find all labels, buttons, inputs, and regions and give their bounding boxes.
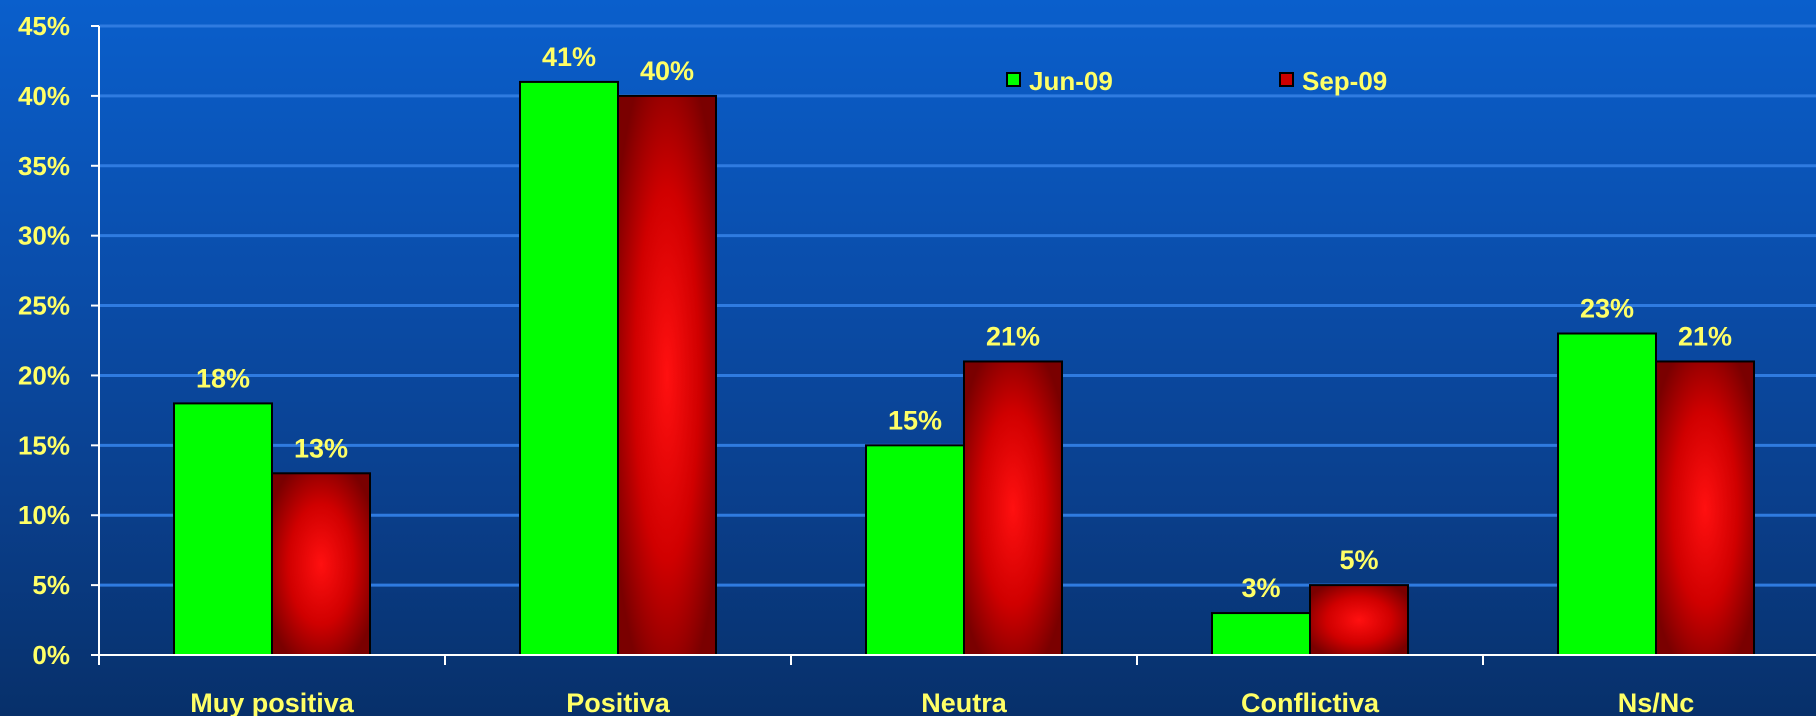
- bar-sep-09-muy-positiva: [271, 472, 371, 656]
- y-tick-label: 5%: [32, 570, 70, 600]
- category-labels: Muy positiva Positiva Neutra Conflictiva Ns/…: [190, 688, 1694, 716]
- y-tick-label: 10%: [18, 500, 70, 530]
- data-label: 18%: [196, 363, 250, 393]
- y-tick-label: 0%: [32, 640, 70, 670]
- gridlines: [99, 24, 1816, 587]
- y-tick-label: 45%: [18, 11, 70, 41]
- bar-jun-09-ns-nc: [1557, 332, 1657, 656]
- data-label: 41%: [542, 42, 596, 72]
- y-tick-label: 35%: [18, 151, 70, 181]
- data-label: 40%: [640, 56, 694, 86]
- data-label: 13%: [294, 433, 348, 463]
- y-tick-label: 25%: [18, 291, 70, 321]
- bar-sep-09-ns-nc: [1655, 360, 1755, 656]
- bar-jun-09-neutra: [865, 444, 965, 657]
- bar-jun-09-conflictiva: [1211, 612, 1311, 656]
- data-label: 21%: [986, 321, 1040, 351]
- legend-label: Sep-09: [1302, 66, 1387, 96]
- legend: Jun-09 Sep-09: [1006, 66, 1387, 96]
- y-tick-label: 30%: [18, 221, 70, 251]
- bar-sep-09-conflictiva: [1309, 584, 1409, 656]
- y-tick-label: 20%: [18, 360, 70, 390]
- data-label: 23%: [1580, 294, 1634, 324]
- bar-sep-09-neutra: [963, 360, 1063, 656]
- y-tick-label: 15%: [18, 430, 70, 460]
- bar-jun-09-muy-positiva: [173, 402, 273, 656]
- data-label: 15%: [888, 405, 942, 435]
- bar-jun-09-positiva: [519, 80, 619, 656]
- legend-swatch-sep-09: [1279, 72, 1294, 87]
- legend-label: Jun-09: [1029, 66, 1113, 96]
- data-labels: 18% 13% 41% 40% 15% 21% 3% 5% 23% 21%: [196, 42, 1732, 603]
- category-label: Ns/Nc: [1618, 688, 1695, 716]
- y-tick-labels: 0% 5% 10% 15% 20% 25% 30% 35% 40% 45%: [18, 11, 70, 670]
- category-label: Neutra: [921, 688, 1008, 716]
- category-label: Conflictiva: [1241, 688, 1380, 716]
- data-label: 21%: [1678, 321, 1732, 351]
- bars: [173, 80, 1755, 657]
- legend-swatch-jun-09: [1006, 72, 1021, 87]
- y-tick-label: 40%: [18, 81, 70, 111]
- bar-sep-09-positiva: [617, 94, 717, 656]
- category-label: Positiva: [566, 688, 671, 716]
- data-label: 3%: [1241, 573, 1280, 603]
- axes: [91, 25, 1816, 665]
- data-label: 5%: [1339, 545, 1378, 575]
- category-label: Muy positiva: [190, 688, 355, 716]
